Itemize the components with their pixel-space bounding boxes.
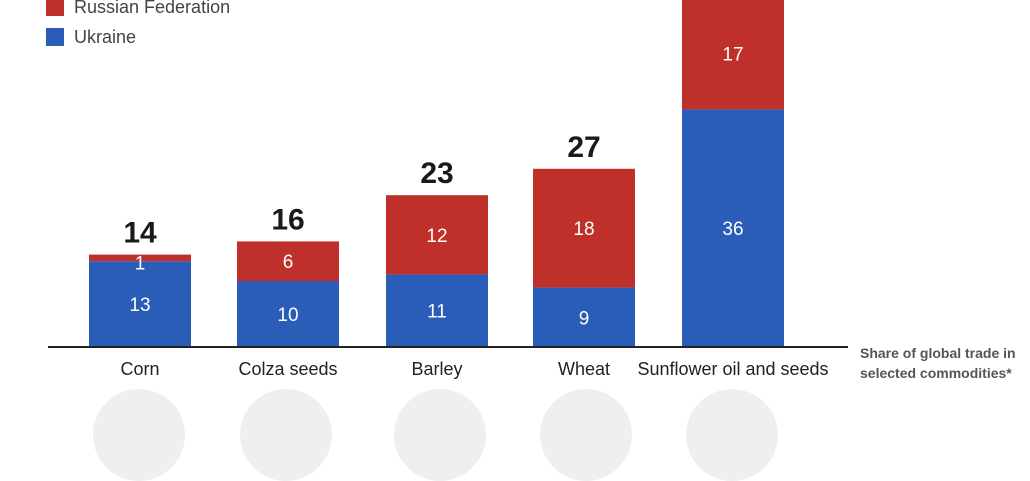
bar-ukraine-wheat bbox=[533, 287, 635, 347]
value-label-ukraine-barley: 11 bbox=[427, 302, 447, 323]
value-label-ukraine-wheat: 9 bbox=[579, 308, 590, 329]
bar-ukraine-corn bbox=[89, 261, 191, 347]
bar-ukraine-sunflower-oil-and-seeds bbox=[682, 109, 784, 348]
value-label-ukraine-colza-seeds: 10 bbox=[277, 305, 298, 326]
bar-russia-wheat bbox=[533, 168, 635, 288]
value-label-russia-corn: 1 bbox=[135, 254, 146, 275]
category-label-wheat: Wheat bbox=[558, 359, 610, 379]
bar-russia-barley bbox=[386, 195, 488, 275]
legend-swatch-russia bbox=[46, 0, 64, 16]
value-label-russia-colza-seeds: 6 bbox=[283, 252, 294, 273]
bar-ukraine-colza-seeds bbox=[237, 281, 339, 347]
barley-icon bbox=[394, 389, 486, 481]
legend: Russian Federation Ukraine bbox=[46, 0, 230, 52]
legend-label-ukraine: Ukraine bbox=[74, 26, 137, 47]
bar-russia-colza-seeds bbox=[237, 241, 339, 281]
category-label-sunflower-oil-and-seeds: Sunflower oil and seeds bbox=[637, 359, 828, 379]
legend-swatch-ukraine bbox=[46, 28, 64, 46]
category-label-barley: Barley bbox=[411, 359, 462, 379]
bar-russia-corn bbox=[89, 254, 191, 262]
bar-russia-sunflower-oil-and-seeds bbox=[682, 0, 784, 110]
legend-item-ukraine: Ukraine bbox=[46, 22, 230, 52]
bar-ukraine-barley bbox=[386, 274, 488, 347]
colza-icon bbox=[240, 389, 332, 481]
legend-label-russia: Russian Federation bbox=[74, 0, 231, 17]
wheat-icon bbox=[540, 389, 632, 481]
total-label-wheat: 27 bbox=[567, 131, 600, 164]
footnote: Share of global trade in selected commod… bbox=[860, 343, 1016, 383]
value-label-russia-barley: 12 bbox=[426, 226, 447, 247]
footnote-line-2: selected commodities* bbox=[860, 365, 1012, 381]
value-label-ukraine-corn: 13 bbox=[129, 295, 150, 316]
stacked-bar-chart: 13 1 14 Corn 10 6 16 Colza seeds 11 12 23 Barley 9 18… bbox=[48, 0, 848, 379]
value-label-ukraine-sunflower-oil-and-seeds: 36 bbox=[722, 219, 743, 240]
bars-layer bbox=[89, 0, 784, 348]
total-label-corn: 14 bbox=[123, 217, 157, 250]
value-label-russia-wheat: 18 bbox=[573, 219, 594, 240]
category-label-colza-seeds: Colza seeds bbox=[238, 359, 337, 379]
total-label-barley: 23 bbox=[420, 157, 453, 190]
labels-layer: 13 1 14 Corn 10 6 16 Colza seeds 11 12 23 Barley 9 18… bbox=[120, 44, 828, 379]
sunflower-icon bbox=[686, 389, 778, 481]
legend-item-russia: Russian Federation bbox=[46, 0, 230, 22]
footnote-line-1: Share of global trade in bbox=[860, 345, 1016, 361]
value-label-russia-sunflower-oil-and-seeds: 17 bbox=[722, 44, 743, 65]
total-label-colza-seeds: 16 bbox=[271, 203, 304, 236]
category-label-corn: Corn bbox=[120, 359, 159, 379]
corn-icon bbox=[93, 389, 185, 481]
